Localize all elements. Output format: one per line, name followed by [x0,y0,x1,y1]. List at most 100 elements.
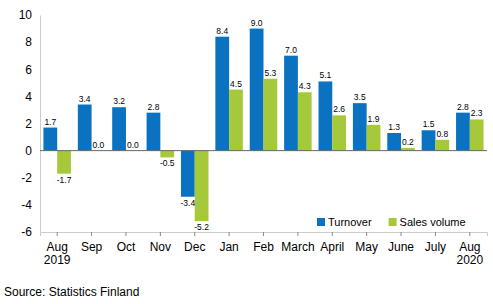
data-label: 4.5 [230,79,242,89]
x-tick-label: Aug2020 [456,240,483,268]
bar [435,140,449,151]
legend-item: Sales volume [389,216,466,228]
x-tick: May [355,232,378,254]
y-tick-label: 4 [25,90,32,104]
data-labels: 1.73.43.22.8-3.48.49.07.05.13.51.31.52.8… [44,18,482,233]
x-tick: Jan [219,232,238,254]
x-tick-mark [229,232,230,236]
data-label: -0.5 [160,158,175,168]
bar [456,113,470,151]
legend-label: Sales volume [400,216,466,228]
data-label: 1.5 [423,119,435,129]
x-tick: July [425,232,446,254]
data-label: 0.2 [402,137,414,147]
legend-label: Turnover [328,216,372,228]
y-tick-label: 0 [25,144,32,158]
data-label: 2.6 [333,104,345,114]
bar [43,128,57,151]
data-label: -5.2 [194,222,209,232]
data-label: 7.0 [285,45,297,55]
bar [147,113,161,151]
plot-area [40,29,487,222]
y-tick-label: 6 [25,63,32,77]
x-tick: Dec [184,232,205,254]
x-tick-label: April [320,240,344,254]
y-axis: -6 -4 -2 0 2 4 6 8 10 [19,8,41,239]
x-tick-label: Nov [150,240,171,254]
bar [229,90,243,151]
data-label: 2.8 [148,102,160,112]
y-axis-line [40,16,41,233]
x-tick: Aug2020 [456,232,483,267]
chart: -6 -4 -2 0 2 4 6 8 10 Aug2019 Sep Oct Nov Dec Jan Feb Ma… [0,0,493,304]
x-tick-mark [401,232,402,236]
x-axis: Aug2019 Sep Oct Nov Dec Jan Feb March April May Ju… [41,232,488,267]
x-tick: Aug2019 [44,232,71,267]
data-label: 2.8 [457,102,469,112]
x-tick-mark [435,232,436,236]
x-tick-label: Aug2019 [44,240,71,268]
x-tick: March [281,232,314,254]
y-tick: -6 [21,225,40,239]
data-label: -3.4 [181,198,196,208]
x-tick-mark [263,232,264,236]
x-tick-label: Feb [253,240,274,254]
y-tick: 4 [25,90,40,104]
bar [264,79,278,151]
data-label: 5.1 [319,70,331,80]
legend-swatch [317,218,325,226]
data-label: 3.2 [113,96,125,106]
data-label: 9.0 [251,18,263,28]
y-tick: -4 [21,198,40,212]
x-tick-mark [297,232,298,236]
x-tick-mark [91,232,92,236]
bar [353,103,367,150]
y-tick-label: 2 [25,117,32,131]
bar [112,107,126,150]
data-label: 0.0 [93,140,105,150]
bar-series [43,29,469,197]
bar [298,92,312,150]
data-label: 3.5 [354,92,366,102]
bar [387,133,401,151]
x-tick-mark [194,232,195,236]
zero-line [40,150,487,151]
x-tick: Feb [253,232,274,254]
x-tick-label: Dec [184,240,205,254]
bar [332,115,346,150]
bar [160,151,174,158]
x-tick-mark [332,232,333,236]
bar [250,29,264,151]
y-tick-label: 8 [25,35,32,49]
bar [215,37,229,151]
y-tick-label: 10 [19,8,33,22]
y-tick: -2 [21,171,40,185]
y-tick-label: -4 [21,198,32,212]
bar [367,125,381,151]
x-tick-mark [57,232,58,236]
x-tick: Oct [117,232,136,254]
x-tick-label: May [355,240,378,254]
x-tick: June [388,232,414,254]
bar [181,151,195,197]
legend-swatch [389,218,397,226]
data-label: 1.9 [368,114,380,124]
legend: Turnover Sales volume [317,216,466,228]
bar [284,56,298,151]
legend-item: Turnover [317,216,372,228]
x-tick-mark [469,232,470,236]
bar [319,81,333,150]
y-tick: 8 [25,35,40,49]
x-tick: Sep [81,232,103,254]
y-tick: 0 [25,144,40,158]
x-axis-line [41,233,488,237]
y-tick-label: -6 [21,225,32,239]
data-label: 1.7 [44,117,56,127]
data-label: 0.8 [436,129,448,139]
x-tick-label: March [281,240,314,254]
x-tick-label: Oct [117,240,136,254]
x-tick-label: Sep [81,240,103,254]
x-tick-label: Jan [219,240,238,254]
bar [78,105,92,151]
data-label: 1.3 [388,122,400,132]
